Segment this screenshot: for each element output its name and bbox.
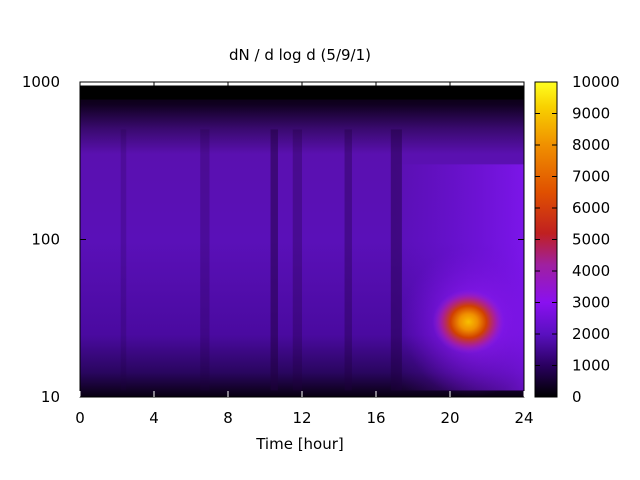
heatmap-top-band bbox=[80, 85, 524, 100]
colorbar-tick-label: 0 bbox=[572, 388, 582, 406]
x-axis: 0 4 8 12 16 20 24 bbox=[75, 82, 534, 427]
colorbar-tick-label: 8000 bbox=[572, 136, 610, 154]
colorbar-tick-label: 5000 bbox=[572, 231, 610, 249]
colorbar-tick-label: 7000 bbox=[572, 168, 610, 186]
nucleation-burst bbox=[432, 289, 505, 354]
colorbar-tick-label: 6000 bbox=[572, 199, 610, 217]
x-tick-label: 24 bbox=[514, 409, 533, 427]
colorbar-tick-label: 9000 bbox=[572, 105, 610, 123]
plot-area bbox=[80, 82, 524, 397]
heatmap-streak bbox=[390, 129, 402, 391]
heatmap-streak bbox=[200, 129, 210, 391]
heatmap-streak bbox=[344, 129, 352, 391]
y-tick-label: 10 bbox=[41, 388, 60, 406]
heatmap-streak bbox=[292, 129, 302, 391]
colorbar-tick-label: 3000 bbox=[572, 294, 610, 312]
x-axis-label: Time [hour] bbox=[255, 435, 344, 453]
heatmap-streak bbox=[120, 129, 127, 391]
x-tick-label: 8 bbox=[223, 409, 233, 427]
chart-title: dN / d log d (5/9/1) bbox=[229, 46, 371, 64]
x-tick-label: 4 bbox=[149, 409, 159, 427]
colorbar-tick-label: 2000 bbox=[572, 325, 610, 343]
heatmap-streak bbox=[270, 129, 278, 391]
y-tick-label: 1000 bbox=[22, 73, 60, 91]
colorbar-tick-label: 4000 bbox=[572, 262, 610, 280]
colorbar-tick-label: 1000 bbox=[572, 357, 610, 375]
y-axis: 10 100 1000 bbox=[22, 73, 524, 406]
colorbar-tick-label: 10000 bbox=[572, 73, 620, 91]
x-tick-label: 12 bbox=[292, 409, 311, 427]
x-tick-label: 20 bbox=[440, 409, 459, 427]
x-tick-label: 16 bbox=[366, 409, 385, 427]
y-tick-label: 100 bbox=[31, 231, 60, 249]
x-tick-label: 0 bbox=[75, 409, 85, 427]
colorbar-axis: 0 1000 2000 3000 4000 5000 6000 7000 8000 9000 100… bbox=[535, 73, 620, 406]
